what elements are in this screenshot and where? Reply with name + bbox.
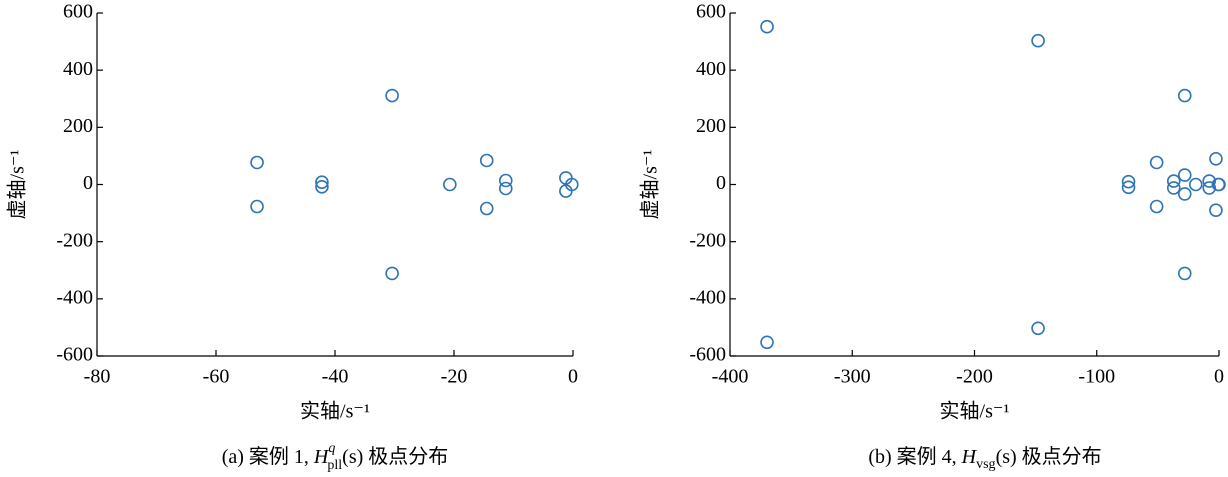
pole bbox=[1177, 168, 1192, 182]
x-tick-label: -200 bbox=[956, 366, 993, 388]
y-tick-label: 600 bbox=[696, 1, 726, 23]
y-tick-label: 0 bbox=[83, 172, 93, 194]
pole bbox=[385, 266, 399, 281]
y-tick-label: -600 bbox=[56, 344, 93, 366]
pole bbox=[1149, 155, 1164, 170]
pole bbox=[1031, 321, 1045, 336]
pole bbox=[1212, 177, 1226, 192]
pole bbox=[498, 173, 513, 188]
pole bbox=[1121, 180, 1136, 195]
x-tick-label: -20 bbox=[441, 366, 468, 388]
y-axis-label: 虚轴/s⁻¹ bbox=[639, 150, 662, 220]
pole bbox=[479, 201, 494, 216]
pole bbox=[1166, 174, 1181, 188]
pole bbox=[565, 177, 579, 192]
y-tick-label: 400 bbox=[696, 58, 726, 80]
pole bbox=[1177, 266, 1192, 281]
pole bbox=[1121, 174, 1136, 189]
x-tick-label: -80 bbox=[84, 366, 111, 388]
pole bbox=[1202, 174, 1217, 188]
pole bbox=[1209, 151, 1223, 166]
y-tick-label: 200 bbox=[63, 115, 93, 137]
pole bbox=[1166, 181, 1181, 195]
y-tick-label: 200 bbox=[696, 115, 726, 137]
y-tick-label: 600 bbox=[63, 1, 93, 23]
pole bbox=[1149, 199, 1164, 214]
y-tick-label: -200 bbox=[689, 229, 726, 251]
x-tick-label: -100 bbox=[1078, 366, 1115, 388]
caption-a: (a) 案例 1, Hq pll(s) 极点分布 bbox=[222, 441, 449, 473]
pole bbox=[1177, 88, 1192, 103]
pole bbox=[1209, 203, 1223, 218]
x-tick-label: -60 bbox=[203, 366, 230, 388]
y-tick-label: -200 bbox=[56, 229, 93, 251]
pole bbox=[479, 153, 494, 168]
caption-b: (b) 案例 4, Hvsg(s) 极点分布 bbox=[868, 445, 1101, 473]
y-tick-label: 400 bbox=[63, 58, 93, 80]
y-tick-label: -600 bbox=[689, 344, 726, 366]
pole bbox=[250, 199, 264, 214]
x-tick-label: 0 bbox=[568, 366, 578, 388]
x-tick-label: -40 bbox=[322, 366, 349, 388]
x-tick-label: -400 bbox=[712, 366, 749, 388]
pole bbox=[760, 335, 774, 350]
x-axis-label: 实轴/s⁻¹ bbox=[940, 400, 1010, 423]
x-axis-label: 实轴/s⁻¹ bbox=[300, 400, 370, 423]
pole bbox=[385, 88, 399, 103]
pole bbox=[315, 179, 329, 194]
x-tick-label: 0 bbox=[1214, 366, 1224, 388]
y-axis-label: 虚轴/s⁻¹ bbox=[6, 150, 29, 220]
x-tick-label: -300 bbox=[834, 366, 871, 388]
y-tick-label: -400 bbox=[689, 286, 726, 308]
pole bbox=[498, 181, 513, 196]
pole bbox=[760, 19, 774, 34]
pole bbox=[443, 177, 457, 192]
pole bbox=[1202, 181, 1217, 195]
pole bbox=[250, 155, 264, 170]
pole bbox=[315, 175, 329, 190]
pole bbox=[1188, 177, 1203, 192]
y-tick-label: -400 bbox=[56, 286, 93, 308]
y-tick-label: 0 bbox=[716, 172, 726, 194]
pole bbox=[1031, 33, 1045, 48]
pole bbox=[1177, 187, 1192, 201]
